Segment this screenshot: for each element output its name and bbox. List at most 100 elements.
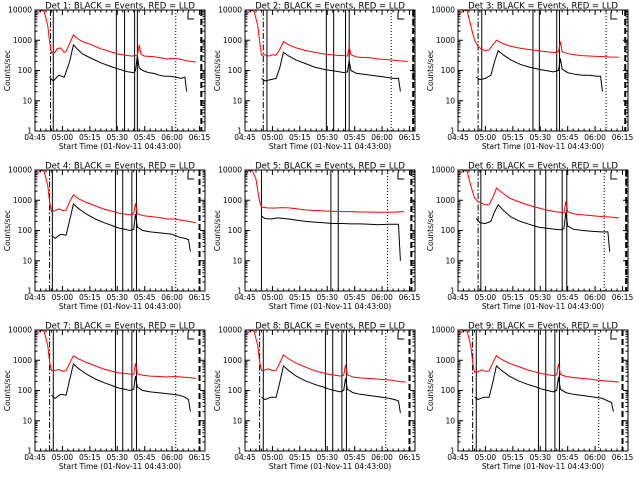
y-axis-title: Counts/sec bbox=[213, 370, 222, 411]
y-tick-label: 1000 bbox=[223, 36, 242, 45]
x-tick-label: 05:00 bbox=[52, 453, 74, 462]
x-tick-label: 05:00 bbox=[262, 133, 284, 142]
x-tick-label: 06:15 bbox=[612, 133, 634, 142]
x-tick-label: 06:00 bbox=[161, 293, 183, 302]
x-tick-label: 05:30 bbox=[316, 293, 338, 302]
corner-marker bbox=[397, 332, 404, 340]
x-tick-label: 04:45 bbox=[24, 133, 46, 142]
x-tick-label: 05:00 bbox=[475, 133, 497, 142]
y-tick-label: 100 bbox=[228, 226, 243, 235]
corner-marker bbox=[187, 172, 194, 180]
x-tick-label: 05:30 bbox=[316, 453, 338, 462]
y-tick-label: 100 bbox=[441, 66, 456, 75]
y-tick-label: 1 bbox=[237, 127, 242, 136]
x-tick-label: 05:45 bbox=[134, 453, 156, 462]
panel-title: Det 7: BLACK = Events, RED = LLD bbox=[45, 322, 195, 332]
x-tick-label: 05:00 bbox=[262, 453, 284, 462]
y-tick-label: 1000 bbox=[436, 36, 455, 45]
y-tick-label: 10 bbox=[445, 256, 455, 265]
x-tick-label: 05:15 bbox=[79, 133, 101, 142]
x-tick-label: 06:00 bbox=[584, 453, 606, 462]
y-tick-label: 1000 bbox=[13, 196, 32, 205]
x-tick-label: 05:00 bbox=[52, 293, 74, 302]
x-tick-label: 05:15 bbox=[79, 453, 101, 462]
y-tick-label: 1000 bbox=[223, 196, 242, 205]
plot-frame bbox=[244, 169, 416, 292]
x-tick-label: 06:15 bbox=[399, 293, 421, 302]
y-tick-label: 10000 bbox=[431, 166, 455, 175]
series-events-line bbox=[476, 49, 603, 92]
x-tick-label: 05:45 bbox=[557, 133, 579, 142]
x-tick-label: 06:15 bbox=[612, 453, 634, 462]
corner-marker bbox=[187, 12, 194, 20]
y-tick-label: 1000 bbox=[13, 36, 32, 45]
corner-marker bbox=[610, 172, 617, 180]
x-tick-label: 04:45 bbox=[24, 293, 46, 302]
y-tick-label: 10 bbox=[232, 96, 242, 105]
series-lld-line bbox=[245, 330, 406, 383]
corner-marker bbox=[610, 332, 617, 340]
x-axis-title: Start Time (01-Nov-11 04:43:00) bbox=[482, 302, 604, 311]
plot-frame bbox=[244, 329, 416, 452]
y-tick-label: 1 bbox=[237, 447, 242, 456]
plot-frame bbox=[457, 329, 629, 452]
series-lld-line bbox=[458, 10, 619, 58]
x-axis-title: Start Time (01-Nov-11 04:43:00) bbox=[482, 462, 604, 471]
y-tick-label: 10000 bbox=[218, 166, 242, 175]
y-tick-label: 10000 bbox=[218, 6, 242, 15]
y-axis-title: Counts/sec bbox=[3, 50, 12, 91]
x-tick-label: 05:30 bbox=[529, 293, 551, 302]
y-tick-label: 10 bbox=[22, 416, 32, 425]
x-tick-label: 04:45 bbox=[24, 453, 46, 462]
panel-det-6: Det 6: BLACK = Events, RED = LLD 1 10 100 10… bbox=[426, 162, 634, 312]
series-events-line bbox=[261, 364, 401, 414]
x-tick-label: 04:45 bbox=[234, 133, 256, 142]
y-tick-label: 10 bbox=[232, 256, 242, 265]
series-events-line bbox=[261, 215, 401, 261]
y-tick-label: 1000 bbox=[13, 356, 32, 365]
x-tick-label: 05:45 bbox=[344, 453, 366, 462]
y-tick-label: 1 bbox=[450, 127, 455, 136]
x-tick-label: 05:15 bbox=[289, 293, 311, 302]
y-tick-label: 100 bbox=[18, 226, 33, 235]
series-events-line bbox=[51, 363, 191, 412]
y-tick-label: 100 bbox=[18, 386, 33, 395]
y-tick-label: 100 bbox=[441, 226, 456, 235]
y-tick-label: 10000 bbox=[431, 326, 455, 335]
y-tick-label: 100 bbox=[441, 386, 456, 395]
panel-title: Det 4: BLACK = Events, RED = LLD bbox=[45, 162, 195, 172]
x-tick-label: 05:15 bbox=[289, 133, 311, 142]
panel-det-1: Det 1: BLACK = Events, RED = LLD 1 10 100 10… bbox=[3, 2, 211, 152]
x-axis-title: Start Time (01-Nov-11 04:43:00) bbox=[59, 302, 181, 311]
x-axis-title: Start Time (01-Nov-11 04:43:00) bbox=[482, 142, 604, 151]
plot-frame bbox=[34, 9, 206, 132]
series-lld-line bbox=[35, 330, 196, 379]
x-tick-label: 06:00 bbox=[584, 133, 606, 142]
y-tick-label: 10000 bbox=[431, 6, 455, 15]
x-tick-label: 05:15 bbox=[79, 293, 101, 302]
panel-title: Det 1: BLACK = Events, RED = LLD bbox=[45, 2, 195, 12]
panel-title: Det 9: BLACK = Events, RED = LLD bbox=[468, 322, 618, 332]
y-axis-title: Counts/sec bbox=[213, 50, 222, 91]
series-lld-line bbox=[245, 170, 405, 213]
y-tick-label: 1 bbox=[237, 287, 242, 296]
y-axis-title: Counts/sec bbox=[426, 210, 435, 251]
y-tick-label: 100 bbox=[228, 386, 243, 395]
x-tick-label: 06:15 bbox=[612, 293, 634, 302]
y-tick-label: 10 bbox=[22, 256, 32, 265]
panel-det-4: Det 4: BLACK = Events, RED = LLD 1 10 100 10… bbox=[3, 162, 211, 312]
series-events-line bbox=[261, 51, 401, 92]
panel-title: Det 5: BLACK = Events, RED = LLD bbox=[255, 162, 405, 172]
y-tick-label: 1000 bbox=[436, 196, 455, 205]
y-tick-label: 10 bbox=[445, 96, 455, 105]
x-tick-label: 05:15 bbox=[502, 133, 524, 142]
series-lld-line bbox=[35, 170, 196, 224]
x-tick-label: 05:00 bbox=[52, 133, 74, 142]
x-tick-label: 04:45 bbox=[234, 453, 256, 462]
x-tick-label: 06:00 bbox=[161, 453, 183, 462]
y-tick-label: 10000 bbox=[8, 166, 32, 175]
x-tick-label: 04:45 bbox=[447, 293, 469, 302]
x-tick-label: 05:30 bbox=[529, 133, 551, 142]
corner-marker bbox=[610, 12, 617, 20]
y-tick-label: 1000 bbox=[223, 356, 242, 365]
